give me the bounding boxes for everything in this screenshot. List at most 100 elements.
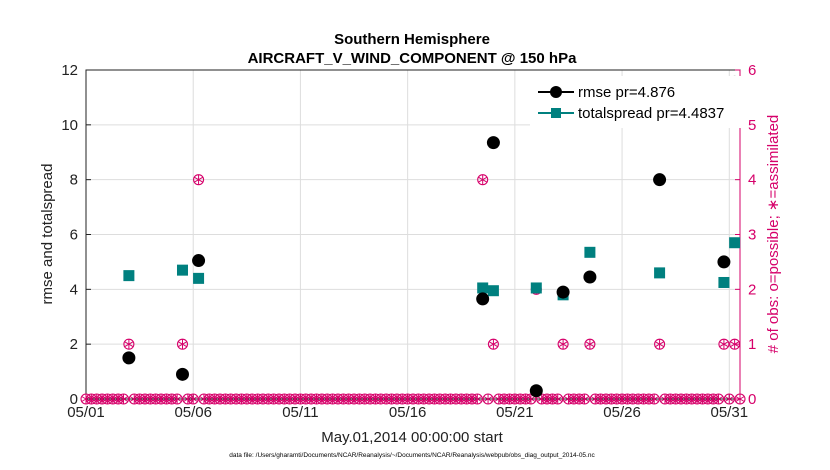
obs-asterisk-stroke: [558, 341, 568, 348]
obs-marker: [578, 393, 591, 405]
obs-asterisk-stroke: [735, 396, 745, 402]
obs-marker: [187, 393, 199, 405]
totalspread-point: [487, 285, 499, 297]
obs-marker: [723, 393, 735, 405]
obs-asterisk-stroke: [124, 341, 134, 348]
obs-asterisk-stroke: [649, 396, 659, 402]
rmse-point: [717, 255, 731, 269]
x-axis-ticks: 05/01 05/06 05/11 05/16 05/21 05/26 05/31: [67, 394, 748, 421]
obs-marker: [477, 174, 489, 186]
obs-marker: [648, 393, 660, 405]
chart-title: Southern Hemisphere: [334, 31, 490, 48]
obs-marker: [584, 338, 596, 350]
obs-marker: [729, 338, 741, 350]
right-tick-label: 1: [748, 336, 756, 353]
x-tick-label: 05/21: [496, 404, 534, 421]
right-tick-label: 0: [748, 391, 756, 408]
rmse-point: [653, 173, 667, 187]
totalspread-point: [584, 246, 596, 258]
chart-subtitle: AIRCRAFT_V_WIND_COMPONENT @ 150 hPa: [248, 50, 578, 67]
obs-asterisk-stroke: [478, 176, 488, 183]
obs-asterisk-stroke: [655, 341, 665, 348]
obs-asterisk-stroke: [585, 341, 595, 348]
right-tick-label: 2: [748, 281, 756, 298]
obs-count-series: [80, 174, 746, 405]
obs-asterisk-stroke: [188, 396, 198, 402]
data-file-footnote: data file: /Users/gharamti/Documents/NCA…: [229, 452, 595, 459]
rmse-point: [122, 351, 136, 365]
y-tick-label: 0: [70, 391, 78, 408]
obs-marker: [718, 338, 730, 350]
x-tick-label: 05/16: [389, 404, 427, 421]
obs-marker: [117, 393, 130, 405]
obs-asterisk-stroke: [719, 341, 729, 348]
obs-asterisk-stroke: [724, 396, 734, 402]
obs-asterisk-stroke: [553, 396, 563, 402]
obs-marker: [557, 338, 569, 350]
obs-asterisk-stroke: [118, 396, 129, 402]
totalspread-point: [718, 276, 730, 288]
rmse-point: [556, 285, 570, 299]
obs-asterisk-stroke: [488, 341, 498, 348]
rmse-point: [529, 384, 543, 398]
rmse-point: [192, 254, 206, 268]
x-tick-label: 05/26: [603, 404, 641, 421]
obs-asterisk-stroke: [177, 341, 188, 348]
obs-asterisk-stroke: [526, 396, 536, 402]
totalspread-point: [729, 237, 741, 249]
rmse-point: [476, 292, 490, 306]
x-tick-label: 05/01: [67, 404, 105, 421]
x-tick-label: 05/31: [711, 404, 749, 421]
obs-marker: [552, 393, 564, 405]
obs-marker: [713, 393, 725, 405]
legend-totalspread-label: totalspread pr=4.4837: [578, 105, 724, 122]
obs-marker: [171, 393, 183, 405]
rmse-point: [486, 136, 500, 150]
obs-asterisk-stroke: [172, 396, 182, 402]
y-axis-ticks: 0 2 4 6 8 10 12: [61, 62, 91, 408]
y-tick-label: 12: [61, 62, 78, 79]
x-axis-label: May.01,2014 00:00:00 start: [321, 429, 503, 446]
obs-marker: [471, 393, 483, 405]
y-tick-label: 10: [61, 117, 78, 134]
obs-marker: [487, 338, 499, 350]
obs-marker: [482, 393, 494, 405]
totalspread-point: [477, 282, 489, 294]
right-y-axis-label: # of obs: o=possible; ∗=assimilated: [765, 115, 782, 354]
legend-totalspread-marker: [551, 108, 561, 118]
obs-asterisk-stroke: [579, 396, 590, 402]
obs-marker: [123, 338, 135, 350]
x-tick-label: 05/06: [174, 404, 212, 421]
y-axis-label: rmse and totalspread: [39, 164, 56, 305]
obs-asterisk-stroke: [472, 396, 482, 402]
rmse-point: [175, 367, 189, 381]
right-tick-label: 6: [748, 62, 756, 79]
y-tick-label: 2: [70, 336, 78, 353]
legend-rmse-label: rmse pr=4.876: [578, 84, 675, 101]
legend: rmse pr=4.876 totalspread pr=4.4837: [530, 76, 742, 128]
obs-asterisk-stroke: [193, 176, 204, 183]
obs-asterisk-stroke: [483, 396, 493, 402]
right-tick-label: 3: [748, 227, 756, 244]
totalspread-point: [193, 272, 205, 284]
rmse-point: [583, 270, 597, 284]
y-tick-label: 4: [70, 281, 78, 298]
right-tick-label: 4: [748, 172, 756, 189]
obs-marker: [654, 338, 666, 350]
y-tick-label: 6: [70, 227, 78, 244]
obs-marker: [176, 338, 189, 350]
y-tick-label: 8: [70, 172, 78, 189]
totalspread-point: [123, 270, 135, 282]
obs-marker: [193, 174, 205, 186]
obs-asterisk-stroke: [713, 396, 724, 402]
obs-asterisk-stroke: [730, 341, 740, 348]
totalspread-point: [176, 264, 188, 276]
totalspread-point: [654, 267, 666, 279]
x-tick-label: 05/11: [282, 404, 318, 421]
legend-rmse-marker: [550, 86, 562, 98]
right-tick-label: 5: [748, 117, 756, 134]
obs-marker: [734, 393, 746, 405]
legend-box: [530, 76, 742, 128]
totalspread-point: [530, 282, 542, 294]
